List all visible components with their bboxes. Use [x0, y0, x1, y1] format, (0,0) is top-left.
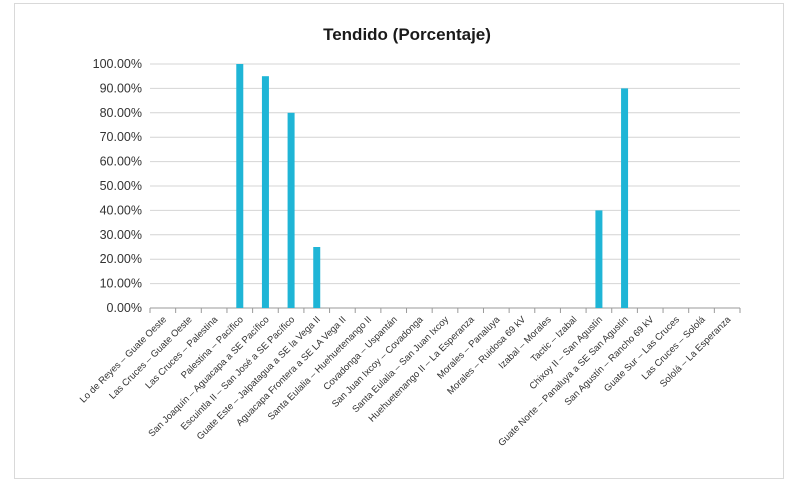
y-tick-label: 70.00%: [100, 130, 142, 144]
chart-title: Tendido (Porcentaje): [323, 25, 491, 44]
grid-lines: [149, 63, 741, 313]
y-tick-label: 0.00%: [107, 301, 142, 315]
bar: [313, 247, 321, 308]
y-tick-label: 50.00%: [100, 179, 142, 193]
y-tick-label: 90.00%: [100, 81, 142, 95]
y-tick-label: 60.00%: [100, 155, 142, 169]
y-tick-label: 100.00%: [93, 57, 142, 71]
bar: [236, 64, 244, 308]
bars: [236, 64, 629, 309]
y-tick-label: 20.00%: [100, 252, 142, 266]
bar: [621, 88, 629, 309]
y-tick-label: 80.00%: [100, 106, 142, 120]
y-tick-label: 30.00%: [100, 228, 142, 242]
y-tick-label: 10.00%: [100, 277, 142, 291]
bar: [287, 112, 295, 308]
bar: [261, 76, 269, 308]
y-tick-label: 40.00%: [100, 203, 142, 217]
y-axis-ticks: 0.00% 10.00% 20.00% 30.00% 40.00% 50.00% 60.00…: [93, 57, 142, 315]
bar: [595, 210, 603, 308]
chart-frame: [14, 3, 784, 479]
